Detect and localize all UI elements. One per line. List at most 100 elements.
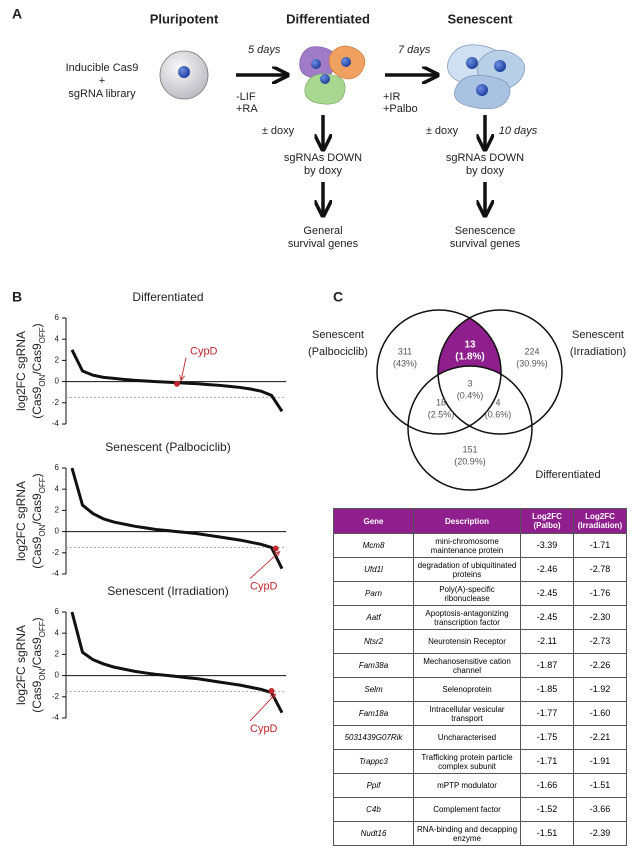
- table-cell: C4b: [333, 797, 414, 822]
- chart-title: Senescent (Palbociclib): [105, 440, 230, 454]
- table-cell: Nudt16: [333, 821, 414, 846]
- stage-title: Senescent: [447, 11, 513, 26]
- region-count: (2.5%): [428, 409, 455, 419]
- outcome: General: [303, 225, 342, 237]
- chart-title: Senescent (Irradiation): [107, 584, 228, 598]
- y-tick-label: 4: [55, 334, 60, 343]
- region-count: (30.9%): [516, 358, 548, 368]
- table-row: Aatf Apoptosis-antagonizing transcription…: [333, 605, 627, 630]
- y-tick-label: 2: [55, 650, 60, 659]
- table-cell: Uncharacterised: [413, 725, 521, 750]
- table-cell: -1.75: [520, 725, 574, 750]
- region-count: (43%): [393, 358, 417, 368]
- table-cell: Ufd1l: [333, 557, 414, 582]
- table-cell: degradation of ubiquitinated proteins: [413, 557, 521, 582]
- label-part: /Cas9: [30, 637, 44, 669]
- venn: [376, 309, 563, 491]
- table-cell: Neurotensin Receptor: [413, 629, 521, 654]
- table-cell: -2.78: [573, 557, 627, 582]
- condition: +IR: [383, 91, 400, 103]
- outcome: survival genes: [288, 238, 359, 250]
- chart-title: Differentiated: [132, 290, 203, 304]
- table-cell: Ntsr2: [333, 629, 414, 654]
- table-cell: Fam18a: [333, 701, 414, 726]
- time-label: 7 days: [398, 44, 431, 56]
- annotation-arrow: [181, 357, 187, 381]
- label-part: ON: [38, 374, 47, 386]
- set-label: (Irradiation): [570, 346, 626, 358]
- table-row: C4b Complement factor -1.52 -3.66: [333, 797, 627, 822]
- venn-counts: 311 (43%) 13(1.8%) 224 (30.9%) 3 (0.4%) 18 (2.5%…: [393, 340, 548, 467]
- header-cell: Log2FC (Palbo): [520, 508, 574, 534]
- table-cell: -1.87: [520, 653, 574, 678]
- y-tick-label: -4: [52, 713, 60, 722]
- region-count: (0.4%): [457, 390, 484, 400]
- set-label: (Palbociclib): [308, 346, 368, 358]
- table-cell: -1.51: [573, 773, 627, 798]
- time-label: 5 days: [248, 44, 281, 56]
- region-count: 151: [462, 444, 477, 454]
- y-tick-label: -2: [52, 398, 60, 407]
- y-tick-label: 6: [55, 607, 60, 616]
- annotation-label: CypD: [250, 580, 278, 592]
- y-tick-label: 4: [55, 484, 60, 493]
- label-part: (Cas9: [30, 680, 44, 712]
- table-row: Ppif mPTP modulator -1.66 -1.51: [333, 773, 627, 798]
- table-cell: Poly(A)-specific ribonuclease: [413, 581, 521, 606]
- table-cell: -2.73: [573, 629, 627, 654]
- table-cell: -3.39: [520, 533, 574, 558]
- label-part: OFF: [38, 621, 47, 637]
- y-tick-label: -2: [52, 692, 60, 701]
- table-cell: Intracellular vesicular transport: [413, 701, 521, 726]
- start-text: sgRNA library: [68, 88, 136, 100]
- curve: [70, 611, 284, 714]
- start-text: Inducible Cas9: [66, 62, 139, 74]
- region-count: 13: [464, 340, 476, 351]
- header-cell: Gene: [333, 508, 414, 534]
- curve: [70, 349, 284, 413]
- stage-title: Differentiated: [286, 11, 370, 26]
- table-cell: mini-chromosome maintenance protein: [413, 533, 521, 558]
- table-row: Ufd1l degradation of ubiquitinated protei…: [333, 557, 627, 582]
- annotation-label: CypD: [250, 723, 278, 735]
- table-cell: Aatf: [333, 605, 414, 630]
- time-label: 10 days: [499, 125, 538, 137]
- region-count: (20.9%): [454, 456, 486, 466]
- y-tick-label: 0: [55, 671, 60, 680]
- panel-label: B: [12, 289, 22, 305]
- table-cell: -2.45: [520, 605, 574, 630]
- highlight-point: [174, 380, 180, 387]
- table-cell: -2.11: [520, 629, 574, 654]
- result: by doxy: [466, 165, 504, 177]
- label-part: ON: [38, 668, 47, 680]
- region-count: (1.8%): [455, 352, 484, 363]
- highlight-point: [272, 545, 279, 552]
- table-cell: RNA-binding and decapping enzyme: [413, 821, 521, 846]
- y-tick-label: -4: [52, 569, 60, 578]
- differentiated-cells: [299, 45, 366, 105]
- table-cell: mPTP modulator: [413, 773, 521, 798]
- condition: -LIF: [236, 91, 256, 103]
- annotation-arrow: [249, 694, 276, 722]
- table-cell: Apoptosis-antagonizing transcription fac…: [413, 605, 521, 630]
- table-row: Selm Selenoprotein -1.85 -1.92: [333, 677, 627, 702]
- table-cell: Ppif: [333, 773, 414, 798]
- header-cell: Description: [413, 508, 521, 534]
- region-count: (0.6%): [485, 409, 512, 419]
- highlight-point: [268, 687, 275, 694]
- table-cell: -2.21: [573, 725, 627, 750]
- label-part: (Cas9: [30, 536, 44, 568]
- table-row: Trappc3 Trafficking protein particle comp…: [333, 749, 627, 774]
- senescent-cells: [447, 44, 526, 110]
- table-row: Fam38a Mechanosensitive cation channel -1.…: [333, 653, 627, 678]
- label-part: /Cas9: [30, 343, 44, 375]
- table-cell: -1.92: [573, 677, 627, 702]
- label-part: ON: [38, 524, 47, 536]
- region-count: 4: [495, 397, 500, 407]
- condition: +RA: [236, 103, 258, 115]
- y-tick-label: 0: [55, 377, 60, 386]
- region-count: 18: [436, 397, 446, 407]
- condition: +Palbo: [383, 103, 418, 115]
- table-body: Mcm8 mini-chromosome maintenance protein -…: [333, 533, 627, 846]
